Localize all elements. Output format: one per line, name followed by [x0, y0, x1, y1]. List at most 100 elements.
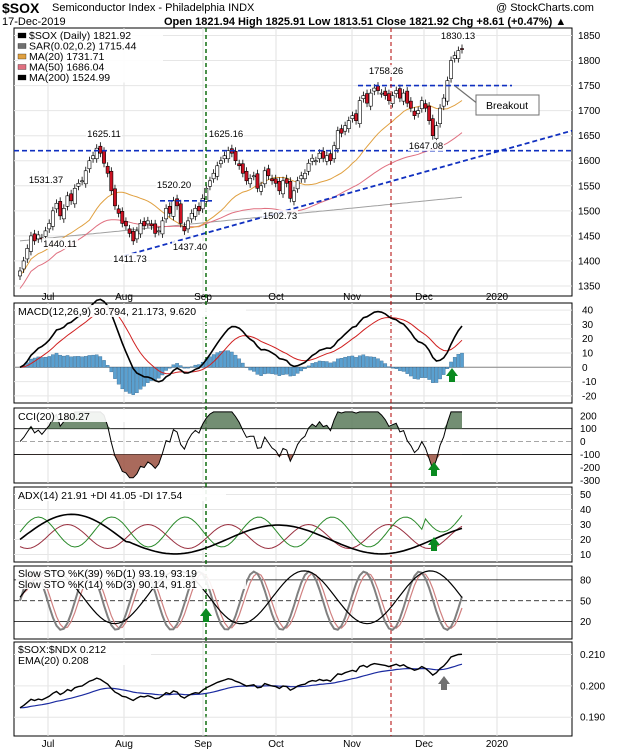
- candle-down: [412, 110, 417, 116]
- price-ytick: 1650: [578, 131, 601, 142]
- macd-histogram-bar: [328, 362, 333, 368]
- candle-up: [251, 175, 256, 178]
- macd-histogram-bar: [412, 367, 417, 379]
- legend-swatch: [17, 74, 27, 81]
- macd-histogram-bar: [434, 367, 439, 383]
- candle-up: [262, 170, 267, 185]
- macd-histogram-bar: [387, 366, 391, 368]
- adx-ytick: 20: [580, 535, 592, 546]
- legend-bg: [18, 51, 163, 62]
- macd-histogram-bar: [94, 354, 99, 368]
- sto-label-2: Slow STO %K(14) %D(3) 90.14, 91.81: [18, 579, 197, 591]
- macd-histogram-bar: [135, 367, 139, 394]
- macd-histogram-bar: [354, 357, 358, 368]
- legend-bg: [16, 410, 136, 422]
- annotation-bg: [262, 210, 298, 221]
- legend-bg: [18, 40, 163, 51]
- macd-ytick: 20: [582, 334, 594, 345]
- macd-histogram-bar: [211, 354, 216, 368]
- macd-histogram-bar: [332, 361, 336, 368]
- macd-histogram-bar: [368, 356, 373, 368]
- ohlc-summary: Open 1821.94 High 1825.91 Low 1813.51 Cl…: [164, 16, 567, 28]
- price-ytick: 1600: [578, 156, 601, 167]
- candle-up: [401, 92, 406, 102]
- macd-histogram-bar: [120, 367, 125, 390]
- candle-up: [372, 87, 377, 92]
- macd-histogram-bar: [431, 367, 435, 383]
- candle-up: [138, 223, 143, 235]
- price-legend-entry: SAR(0.02,0.2) 1715.44: [29, 41, 137, 53]
- macd-histogram-bar: [295, 367, 300, 374]
- candle-up: [54, 203, 59, 210]
- ratio-ema-label: EMA(20) 0.208: [18, 655, 89, 667]
- macd-histogram-bar: [47, 356, 51, 368]
- macd-histogram-bar: [233, 354, 238, 368]
- price-annotation: 1625.11: [87, 129, 121, 140]
- cci-ytick: 200: [580, 411, 597, 422]
- macd-histogram-bar: [379, 360, 384, 368]
- candle-up: [449, 60, 453, 79]
- candle-up: [65, 195, 70, 207]
- macd-histogram-bar: [36, 356, 41, 368]
- candle-up: [87, 160, 92, 170]
- macd-histogram-bar: [284, 367, 289, 375]
- candle-down: [131, 231, 136, 242]
- candle-down: [127, 228, 132, 234]
- candle-down: [237, 163, 242, 167]
- macd-histogram-bar: [259, 367, 263, 376]
- candle-down: [240, 163, 245, 174]
- adx-ytick: 40: [580, 505, 592, 516]
- annotation-bg: [440, 30, 476, 41]
- candle-up: [91, 155, 95, 160]
- candle-up: [361, 95, 366, 99]
- macd-histogram-bar: [98, 356, 103, 368]
- macd-histogram-bar: [252, 367, 256, 372]
- xaxis-label-top: 2020: [486, 292, 509, 303]
- legend-swatch: [17, 64, 27, 70]
- macd-histogram-bar: [270, 367, 274, 375]
- ratio-line: [19, 653, 463, 709]
- candle-down: [354, 113, 358, 121]
- price-legend-entry: MA(50) 1686.04: [29, 62, 104, 74]
- macd-histogram-bar: [277, 367, 282, 376]
- macd-histogram-bar: [164, 367, 168, 371]
- macd-histogram-bar: [405, 367, 409, 374]
- xaxis-label-bottom: Jul: [42, 739, 55, 750]
- macd-histogram-bar: [124, 367, 128, 392]
- price-ytick: 1500: [578, 206, 601, 217]
- annotation-bg: [208, 128, 244, 139]
- candle-up: [379, 92, 384, 95]
- macd-histogram-bar: [215, 352, 220, 368]
- xaxis-label-top: Dec: [415, 292, 433, 303]
- macd-ytick: 30: [582, 320, 594, 331]
- candle-down: [197, 206, 201, 212]
- macd-histogram-bar: [317, 360, 322, 368]
- xaxis-label-bottom: Dec: [415, 739, 433, 750]
- candle-up: [343, 125, 348, 132]
- cci-ytick: 0: [580, 437, 586, 448]
- candle-up: [306, 162, 311, 172]
- candle-up: [164, 208, 169, 220]
- arrow-up-gray-icon: [438, 676, 450, 690]
- legend-swatch: [17, 53, 27, 60]
- macd-histogram-bar: [339, 357, 344, 368]
- ratio-label: $SOX:$NDX 0.212: [18, 644, 106, 656]
- macd-histogram-bar: [178, 365, 183, 368]
- legend-bg: [16, 305, 246, 317]
- macd-histogram-bar: [248, 367, 252, 371]
- sto-ytick: 20: [580, 617, 592, 628]
- macd-histogram-bar: [452, 357, 457, 368]
- macd-histogram-bar: [390, 367, 395, 369]
- macd-histogram-bar: [398, 367, 402, 371]
- macd-histogram-bar: [208, 356, 212, 368]
- candle-down: [273, 178, 278, 184]
- candle-down: [398, 88, 402, 99]
- macd-histogram-bar: [394, 367, 398, 369]
- macd-histogram-bar: [383, 363, 388, 368]
- legend-bg: [16, 567, 246, 589]
- macd-histogram-bar: [102, 360, 106, 368]
- annotation-bg: [28, 174, 64, 185]
- macd-ytick: -20: [582, 391, 597, 402]
- candle-down: [58, 201, 63, 217]
- macd-histogram-bar: [113, 367, 117, 379]
